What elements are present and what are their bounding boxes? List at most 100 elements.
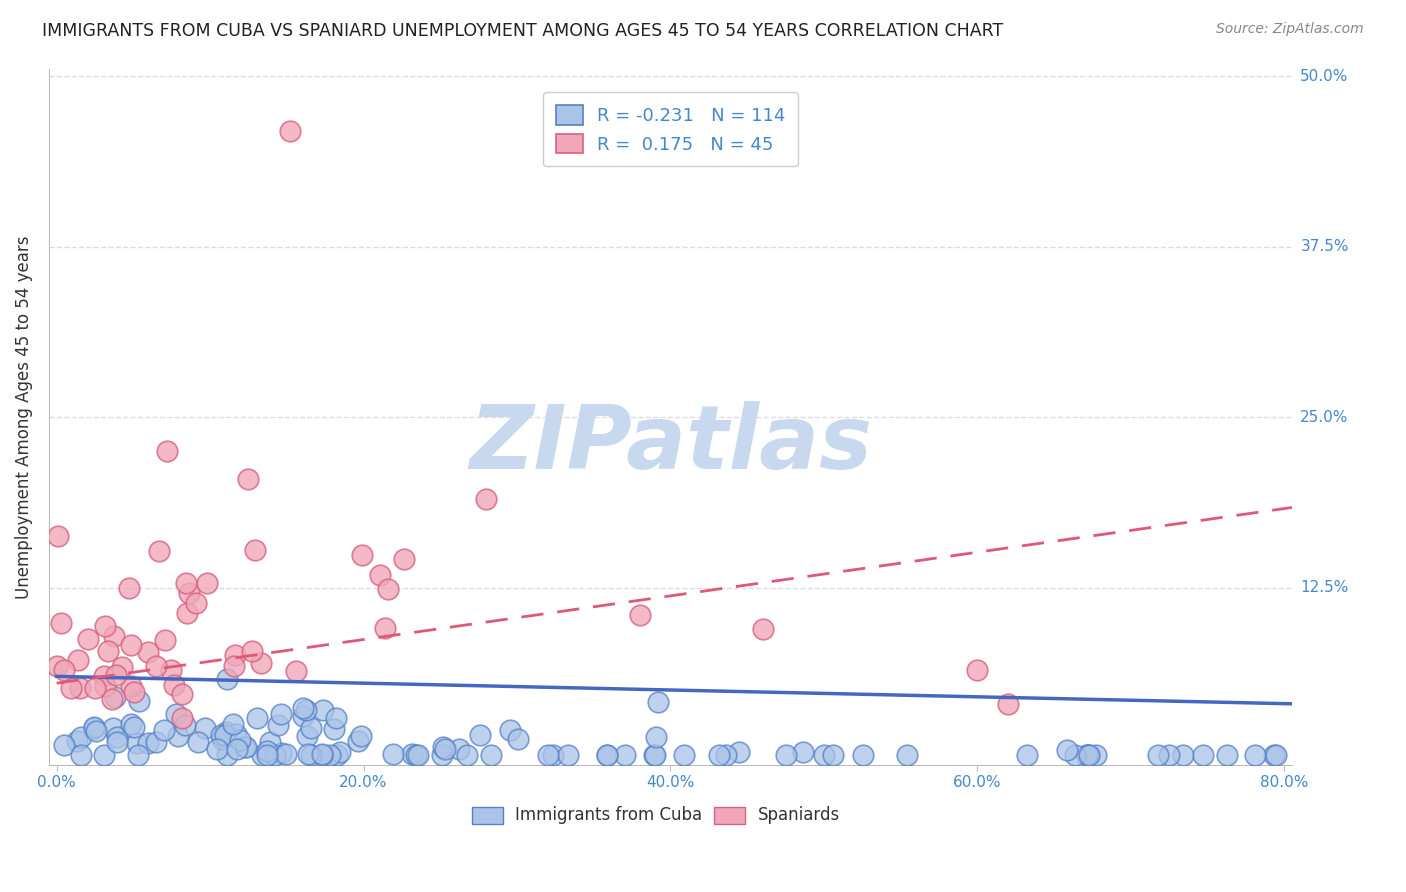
Point xyxy=(499,723,522,737)
Point xyxy=(93,619,115,633)
Point xyxy=(101,721,124,735)
Point xyxy=(506,732,529,747)
Point xyxy=(84,681,107,696)
Point xyxy=(319,748,342,763)
Point xyxy=(297,747,319,761)
Point xyxy=(468,728,491,742)
Point xyxy=(215,672,238,686)
Point xyxy=(105,734,128,748)
Point xyxy=(813,748,835,763)
Point xyxy=(145,735,167,749)
Text: 50.0%: 50.0% xyxy=(1301,69,1348,84)
Text: 37.5%: 37.5% xyxy=(1301,239,1348,254)
Point xyxy=(1147,748,1170,763)
Point xyxy=(214,728,236,742)
Point xyxy=(1159,748,1181,763)
Point xyxy=(256,748,278,763)
Point xyxy=(456,748,478,763)
Bar xyxy=(714,806,745,824)
Point xyxy=(128,694,150,708)
Text: 12.5%: 12.5% xyxy=(1301,580,1348,595)
Point xyxy=(170,711,193,725)
Point xyxy=(295,729,318,743)
Point xyxy=(1192,748,1215,763)
Point xyxy=(537,748,560,763)
Point xyxy=(614,748,637,763)
Point xyxy=(51,615,73,630)
Point xyxy=(122,720,145,734)
Point xyxy=(350,729,373,743)
Point xyxy=(120,680,142,694)
Point xyxy=(145,659,167,673)
Point xyxy=(347,734,370,748)
Point xyxy=(644,748,666,763)
Text: 25.0%: 25.0% xyxy=(1301,409,1348,425)
Point xyxy=(195,576,218,591)
Point xyxy=(174,575,197,590)
Point xyxy=(193,721,215,735)
Point xyxy=(153,632,176,647)
Point xyxy=(86,724,108,739)
Point xyxy=(104,668,127,682)
Point xyxy=(1076,748,1098,763)
Point xyxy=(709,748,731,763)
Point xyxy=(479,748,502,763)
Point xyxy=(352,548,374,562)
Point xyxy=(252,748,274,763)
Point xyxy=(643,748,665,763)
Point xyxy=(93,748,115,763)
Point xyxy=(111,660,134,674)
Point xyxy=(238,471,260,485)
Point xyxy=(821,748,844,763)
Point xyxy=(311,748,333,763)
Point xyxy=(233,740,256,755)
Text: Spaniards: Spaniards xyxy=(758,806,839,824)
Point xyxy=(1056,743,1078,757)
Point xyxy=(148,544,170,558)
Point xyxy=(222,717,245,731)
Point xyxy=(295,703,318,717)
Point xyxy=(405,748,427,763)
Point xyxy=(93,669,115,683)
Point xyxy=(53,738,76,752)
Point xyxy=(270,706,292,721)
Point xyxy=(209,728,232,742)
Point xyxy=(136,645,159,659)
Point xyxy=(215,724,238,739)
Point xyxy=(225,741,247,756)
Text: Immigrants from Cuba: Immigrants from Cuba xyxy=(515,806,702,824)
Point xyxy=(120,638,142,652)
Point xyxy=(259,735,281,749)
Point xyxy=(66,733,89,747)
Point xyxy=(240,644,263,658)
Point xyxy=(647,695,669,709)
Point xyxy=(83,721,105,735)
Point xyxy=(125,736,148,750)
Text: IMMIGRANTS FROM CUBA VS SPANIARD UNEMPLOYMENT AMONG AGES 45 TO 54 YEARS CORRELAT: IMMIGRANTS FROM CUBA VS SPANIARD UNEMPLO… xyxy=(42,22,1004,40)
Point xyxy=(243,543,266,558)
Point xyxy=(46,659,69,673)
Point xyxy=(270,746,292,760)
Point xyxy=(1076,748,1098,763)
Point xyxy=(97,644,120,658)
Point xyxy=(205,742,228,756)
Point xyxy=(377,582,399,597)
Point xyxy=(475,491,498,506)
Point xyxy=(165,707,187,722)
Point xyxy=(229,732,252,747)
Point xyxy=(256,744,278,758)
Point xyxy=(249,657,271,671)
Point xyxy=(1173,748,1195,763)
Point xyxy=(714,748,737,763)
Point xyxy=(997,697,1019,711)
Point xyxy=(312,703,335,717)
Point xyxy=(167,729,190,743)
Point xyxy=(557,748,579,763)
Point xyxy=(381,747,404,761)
Point xyxy=(66,653,89,667)
Point xyxy=(1263,748,1285,763)
Point xyxy=(896,748,918,763)
Point xyxy=(127,748,149,763)
Point xyxy=(792,745,814,759)
Point xyxy=(299,721,322,735)
